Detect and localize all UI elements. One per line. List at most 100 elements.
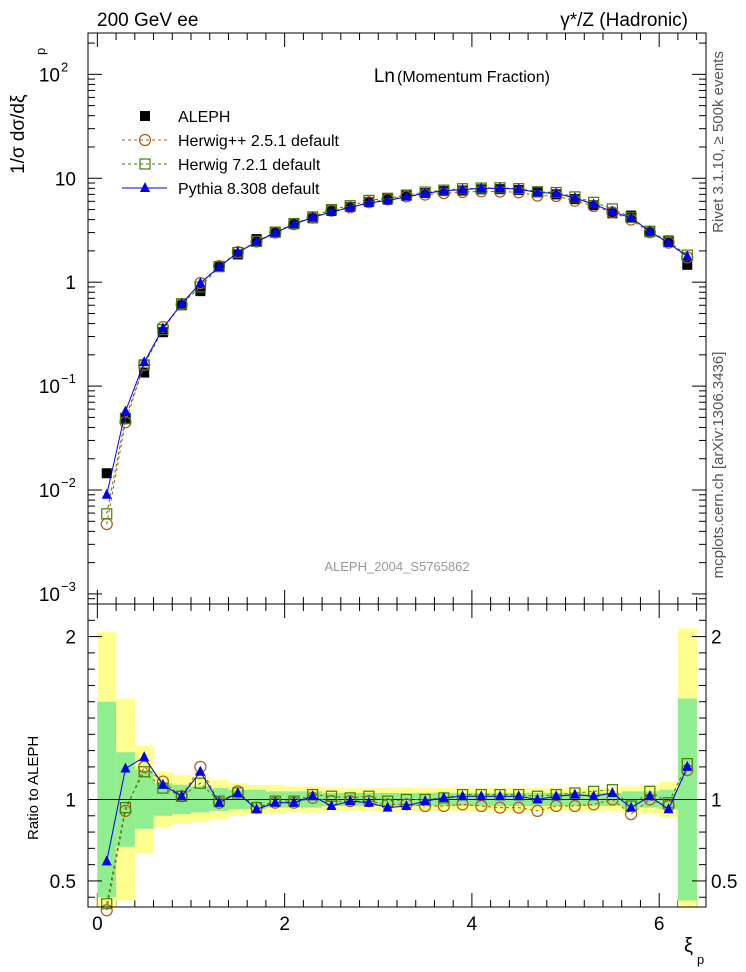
legend-marker: [138, 133, 152, 147]
ratio-line-pythia: [106, 756, 688, 862]
main-point-pythia: [607, 205, 618, 216]
ratio-point-pythia: [457, 790, 468, 801]
ratio-y-tick-label-left: 0.5: [50, 872, 76, 893]
main-point-pythia: [157, 322, 168, 333]
legend-entry-pythia: Pythia 8.308 default: [122, 181, 320, 198]
ratio-point-herwig7: [101, 898, 113, 910]
main-point-pythia: [420, 187, 431, 198]
ratio-point-pythia: [270, 796, 281, 807]
legend-entry-herwig7: Herwig 7.2.1 default: [122, 157, 321, 174]
ratio-point-pythia: [626, 801, 637, 812]
main-point-pythia: [176, 297, 187, 308]
plot-title-main: Ln: [374, 66, 395, 87]
main-y-tick-label: 10: [55, 169, 76, 190]
legend: ALEPH Herwig++ 2.5.1 default Herwig 7.2.1 …: [122, 109, 340, 198]
x-axis-label-sub: p: [697, 952, 704, 967]
plot-title-sub: (Momentum Fraction): [397, 69, 550, 86]
ratio-point-herwigpp: [100, 904, 113, 917]
main-point-pythia: [270, 226, 281, 237]
main-axis-ticks: [88, 33, 706, 907]
main-point-pythia: [476, 182, 487, 193]
header-left: 200 GeV ee: [97, 10, 198, 31]
main-y-tick-label-base: 10: [55, 169, 76, 190]
main-point-pythia: [307, 211, 318, 222]
main-point-pythia: [289, 218, 299, 229]
main-y-tick-label: 10 −3: [39, 579, 76, 606]
main-y-tick-label: 10 −2: [39, 475, 76, 502]
ratio-frame: [87, 603, 707, 908]
main-y-tick-label-exp: −1: [61, 371, 76, 386]
x-tick-label: 6: [654, 914, 665, 935]
main-y-tick-label-base: 10: [39, 65, 60, 86]
ratio-point-pythia: [157, 778, 168, 789]
main-point-pythia: [363, 196, 374, 207]
ratio-point-herwigpp: [550, 799, 563, 813]
ratio-y-tick-label-right: 0.5: [711, 872, 737, 893]
x-axis-label: ξ: [684, 935, 693, 957]
ratio-point-pythia: [101, 855, 112, 866]
ratio-axis-ticks: [88, 603, 706, 898]
side-text-bottom: mcplots.cern.ch [arXiv:1306.3436]: [710, 352, 727, 579]
main-panel: Ln (Momentum Fraction) ALEPH_2004_S57658…: [8, 32, 707, 907]
main-point-pythia: [139, 356, 150, 367]
x-tick-label: 4: [467, 914, 478, 935]
main-y-tick-label: 1: [65, 273, 76, 294]
main-line-herwigpp: [106, 190, 688, 525]
ratio-point-pythia: [195, 765, 206, 776]
main-point-pythia: [682, 250, 693, 261]
ratio-point-pythia: [438, 791, 449, 802]
x-tick-label: 2: [279, 914, 290, 935]
ratio-y-tick-label-right: 1: [711, 790, 722, 811]
main-series-pythia: [101, 182, 693, 499]
main-y-axis-label-sub: p: [33, 48, 48, 55]
ratio-point-pythia: [363, 796, 374, 807]
ratio-point-pythia: [382, 801, 393, 812]
main-point-pythia: [513, 183, 524, 194]
ratio-line-herwig7: [106, 763, 688, 904]
main-point-pythia: [251, 235, 262, 246]
main-point-aleph: [682, 259, 693, 270]
ratio-line-herwigpp: [106, 765, 688, 911]
main-point-pythia: [195, 277, 206, 288]
main-point-pythia: [401, 190, 412, 201]
ratio-series-pythia: [101, 751, 693, 866]
ratio-point-pythia: [682, 760, 693, 771]
main-point-pythia: [663, 237, 674, 248]
ratio-point-pythia: [345, 795, 356, 806]
legend-label: Herwig++ 2.5.1 default: [178, 133, 340, 150]
ratio-point-herwigpp: [475, 799, 488, 813]
main-point-aleph: [139, 367, 150, 378]
main-point-pythia: [120, 405, 131, 416]
ratio-point-herwig7: [119, 802, 132, 814]
main-point-pythia: [495, 182, 505, 193]
main-line-pythia: [106, 187, 688, 495]
main-series-herwigpp: [100, 185, 694, 531]
ratio-point-pythia: [495, 790, 505, 801]
ratio-point-pythia: [232, 786, 243, 797]
main-point-pythia: [382, 194, 393, 205]
ratio-point-pythia: [214, 796, 225, 807]
main-point-aleph: [101, 468, 112, 479]
main-y-axis-label: 1/σ dσ/dξ: [8, 94, 29, 174]
ratio-point-herwig7: [194, 777, 206, 789]
main-point-pythia: [232, 246, 243, 257]
main-point-pythia: [101, 488, 112, 499]
ratio-point-pythia: [139, 751, 150, 762]
ratio-point-pythia: [476, 790, 487, 801]
ratio-point-pythia: [401, 800, 412, 810]
ratio-point-pythia: [420, 795, 431, 806]
main-y-tick-label-exp: −3: [61, 579, 76, 594]
ratio-point-pythia: [176, 790, 187, 801]
ratio-y-tick-label-right: 2: [711, 628, 722, 649]
main-point-pythia: [588, 198, 599, 209]
main-point-aleph: [195, 286, 206, 297]
main-point-pythia: [569, 191, 580, 202]
ratio-point-herwigpp: [531, 804, 544, 817]
main-y-tick-label-exp: −2: [61, 475, 76, 490]
ratio-point-pythia: [644, 790, 655, 801]
ratio-panel: Ratio to ALEPH ξ p 0.5 0.5 1 1 2 2 0 2 4 6: [25, 603, 738, 967]
main-point-pythia: [626, 211, 637, 222]
ratio-tick-labels: 0.5 0.5 1 1 2 2 0 2 4 6: [50, 628, 738, 935]
analysis-watermark: ALEPH_2004_S5765862: [324, 559, 469, 574]
